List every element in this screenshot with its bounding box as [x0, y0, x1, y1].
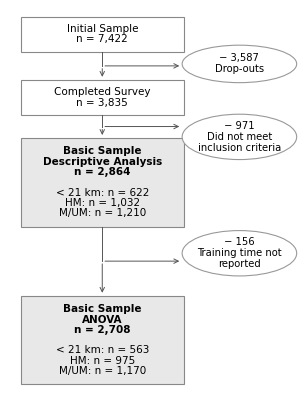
FancyBboxPatch shape [21, 138, 184, 227]
Text: ANOVA: ANOVA [82, 314, 122, 324]
Text: Basic Sample: Basic Sample [63, 146, 142, 156]
Text: inclusion criteria: inclusion criteria [198, 143, 281, 153]
Text: Did not meet: Did not meet [207, 132, 272, 142]
Text: Drop-outs: Drop-outs [215, 64, 264, 74]
Ellipse shape [182, 114, 297, 160]
FancyBboxPatch shape [21, 80, 184, 115]
Text: M/UM: n = 1,210: M/UM: n = 1,210 [59, 208, 146, 218]
Text: Basic Sample: Basic Sample [63, 304, 142, 314]
Text: Completed Survey: Completed Survey [54, 87, 150, 97]
Text: − 3,587: − 3,587 [220, 53, 259, 63]
Text: Initial Sample: Initial Sample [67, 24, 138, 34]
Text: n = 3,835: n = 3,835 [76, 98, 128, 108]
Text: Descriptive Analysis: Descriptive Analysis [43, 157, 162, 167]
Text: − 971: − 971 [224, 121, 255, 131]
Text: < 21 km: n = 622: < 21 km: n = 622 [56, 188, 149, 198]
FancyBboxPatch shape [21, 296, 184, 384]
Text: HM: n = 1,032: HM: n = 1,032 [65, 198, 140, 208]
Text: reported: reported [218, 259, 261, 269]
Text: HM: n = 975: HM: n = 975 [70, 356, 135, 366]
Text: n = 2,864: n = 2,864 [74, 167, 130, 177]
Ellipse shape [182, 45, 297, 83]
Text: n = 2,708: n = 2,708 [74, 325, 130, 335]
FancyBboxPatch shape [21, 16, 184, 52]
Text: Training time not: Training time not [197, 248, 282, 258]
Text: n = 7,422: n = 7,422 [76, 34, 128, 44]
Ellipse shape [182, 230, 297, 276]
Text: − 156: − 156 [224, 237, 255, 247]
Text: < 21 km: n = 563: < 21 km: n = 563 [56, 345, 149, 355]
Text: M/UM: n = 1,170: M/UM: n = 1,170 [59, 366, 146, 376]
